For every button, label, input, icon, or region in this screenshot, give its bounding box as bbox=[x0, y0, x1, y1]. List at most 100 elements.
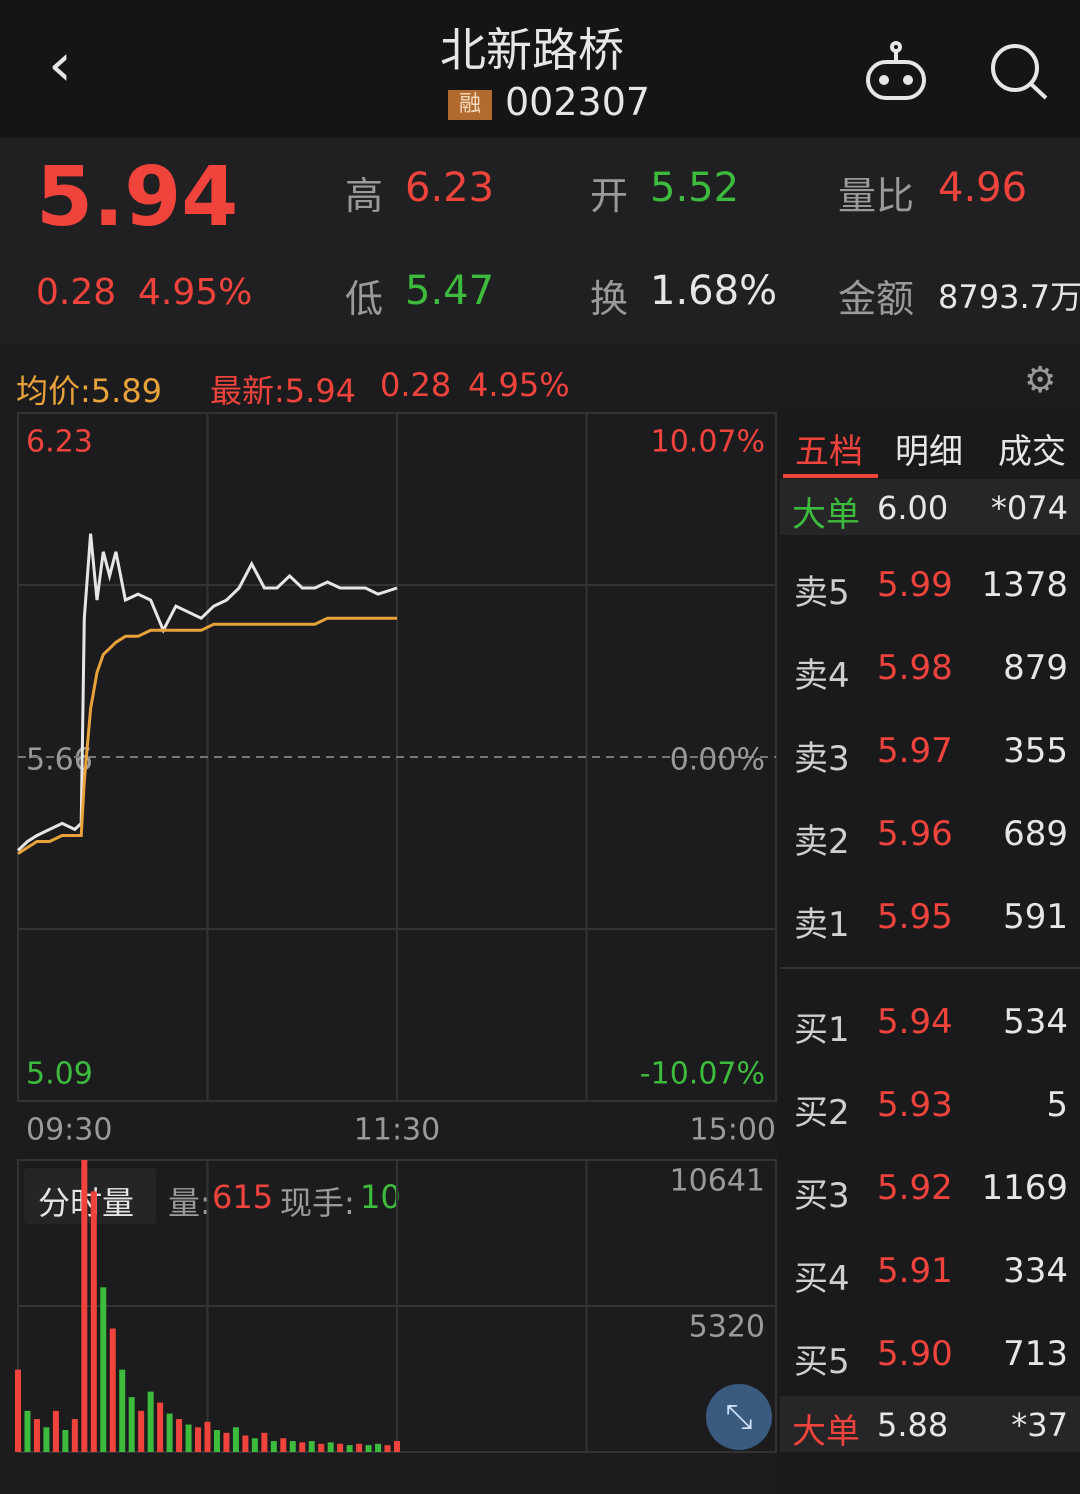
book-label: 卖5 bbox=[794, 573, 850, 613]
book-label: 买4 bbox=[794, 1259, 850, 1299]
avg-price: 均价:5.89 bbox=[16, 372, 163, 410]
volume-bar bbox=[157, 1402, 164, 1452]
turnover-label: 换 bbox=[590, 277, 629, 321]
book-price: 5.97 bbox=[877, 731, 953, 771]
volume-tick-label: 10641 bbox=[670, 1164, 765, 1199]
big-order-row bbox=[780, 1396, 1080, 1452]
volume-bar bbox=[185, 1424, 192, 1452]
latest-pct: 4.95% bbox=[468, 366, 570, 404]
book-vol: 1378 bbox=[981, 565, 1068, 605]
volume-bar bbox=[318, 1443, 325, 1452]
volume-bar bbox=[62, 1430, 69, 1452]
book-label: 买2 bbox=[794, 1093, 850, 1133]
volume-bar bbox=[356, 1443, 363, 1452]
tab-underline bbox=[783, 474, 878, 478]
big-order-row bbox=[780, 479, 1080, 535]
robot-icon[interactable] bbox=[866, 41, 926, 100]
book-price: 5.96 bbox=[877, 814, 953, 854]
y-tick-label: 6.23 bbox=[26, 425, 93, 460]
tab[interactable]: 五档 bbox=[795, 432, 863, 472]
settings-icon[interactable]: ⚙ bbox=[1024, 360, 1057, 401]
volume-bar bbox=[375, 1443, 382, 1452]
book-vol: 534 bbox=[1003, 1002, 1068, 1042]
y2-tick-label: 0.00% bbox=[670, 743, 765, 778]
book-label: 卖1 bbox=[794, 905, 850, 945]
quote-panel bbox=[0, 138, 1080, 343]
volume-bar bbox=[270, 1441, 277, 1452]
book-label: 买1 bbox=[794, 1010, 850, 1050]
x-tick-label: 15:00 bbox=[690, 1113, 776, 1148]
volume-bar bbox=[346, 1445, 353, 1452]
book-vol: 334 bbox=[1003, 1251, 1068, 1291]
volume-bar bbox=[394, 1441, 400, 1452]
vol-label: 量: bbox=[168, 1184, 211, 1222]
order-book-panel bbox=[778, 410, 1080, 1494]
tab[interactable]: 成交 bbox=[998, 432, 1066, 472]
volume-bar bbox=[384, 1445, 391, 1452]
stock-code: 002307 bbox=[505, 80, 651, 124]
volume-bar bbox=[176, 1419, 183, 1452]
latest-price: 最新:5.94 bbox=[210, 372, 357, 410]
book-vol: 689 bbox=[1003, 814, 1068, 854]
volume-bar bbox=[81, 1160, 88, 1452]
high-label: 高 bbox=[345, 174, 384, 218]
volume-bar bbox=[90, 1191, 97, 1452]
y2-tick-label: 10.07% bbox=[651, 425, 765, 460]
open: 5.52 bbox=[650, 165, 740, 211]
amount-label: 金额 bbox=[838, 277, 915, 321]
volume-bar bbox=[280, 1438, 287, 1452]
big-order-label: 大单 bbox=[792, 1412, 860, 1452]
volume-bar bbox=[43, 1427, 50, 1452]
volume-bar bbox=[128, 1397, 135, 1452]
volume-bar bbox=[33, 1419, 40, 1452]
change: 0.28 bbox=[36, 272, 117, 313]
back-button[interactable]: ‹ bbox=[48, 30, 72, 100]
volume-bar bbox=[119, 1369, 126, 1452]
y-tick-label: 5.09 bbox=[26, 1057, 93, 1092]
volume-bar bbox=[166, 1413, 173, 1452]
x-tick-label: 11:30 bbox=[354, 1113, 440, 1148]
search-icon[interactable] bbox=[991, 44, 1048, 100]
volume-bar bbox=[337, 1443, 344, 1452]
big-order-price: 5.88 bbox=[877, 1406, 949, 1444]
book-label: 买5 bbox=[794, 1342, 850, 1382]
book-divider bbox=[780, 967, 1080, 969]
book-price: 5.92 bbox=[877, 1168, 953, 1208]
book-price: 5.95 bbox=[877, 897, 953, 937]
volume-bar bbox=[289, 1441, 296, 1452]
top-bar bbox=[0, 0, 1080, 138]
open-label: 开 bbox=[590, 174, 629, 218]
volume-bar bbox=[213, 1430, 220, 1452]
book-label: 卖3 bbox=[794, 739, 850, 779]
latest-change: 0.28 bbox=[380, 366, 452, 404]
book-label: 卖4 bbox=[794, 656, 850, 696]
book-price: 5.91 bbox=[877, 1251, 953, 1291]
turnover: 1.68% bbox=[650, 268, 778, 314]
ratio-label: 量比 bbox=[838, 174, 915, 218]
volume-bar bbox=[242, 1435, 249, 1452]
volume-bar bbox=[15, 1369, 21, 1452]
tab[interactable]: 明细 bbox=[895, 432, 963, 472]
book-label: 卖2 bbox=[794, 822, 850, 862]
volume-bar bbox=[327, 1442, 334, 1452]
volume-bar bbox=[147, 1391, 154, 1452]
hand: 10 bbox=[360, 1178, 401, 1216]
high: 6.23 bbox=[405, 165, 495, 211]
low: 5.47 bbox=[405, 268, 495, 314]
volume-bar bbox=[100, 1287, 107, 1452]
vol: 615 bbox=[212, 1178, 274, 1216]
volume-bar bbox=[365, 1445, 372, 1452]
volume-bar bbox=[251, 1438, 258, 1452]
expand-button[interactable]: ⤡ bbox=[706, 1384, 772, 1450]
big-order-label: 大单 bbox=[792, 495, 860, 535]
stock-name: 北新路桥 bbox=[440, 23, 624, 77]
volume-bar bbox=[261, 1432, 268, 1452]
book-vol: 591 bbox=[1003, 897, 1068, 937]
volume-bar bbox=[299, 1442, 306, 1452]
ratio: 4.96 bbox=[938, 165, 1028, 211]
hand-label: 现手: bbox=[280, 1184, 355, 1222]
volume-bar bbox=[232, 1427, 239, 1452]
volume-bar bbox=[138, 1410, 145, 1452]
